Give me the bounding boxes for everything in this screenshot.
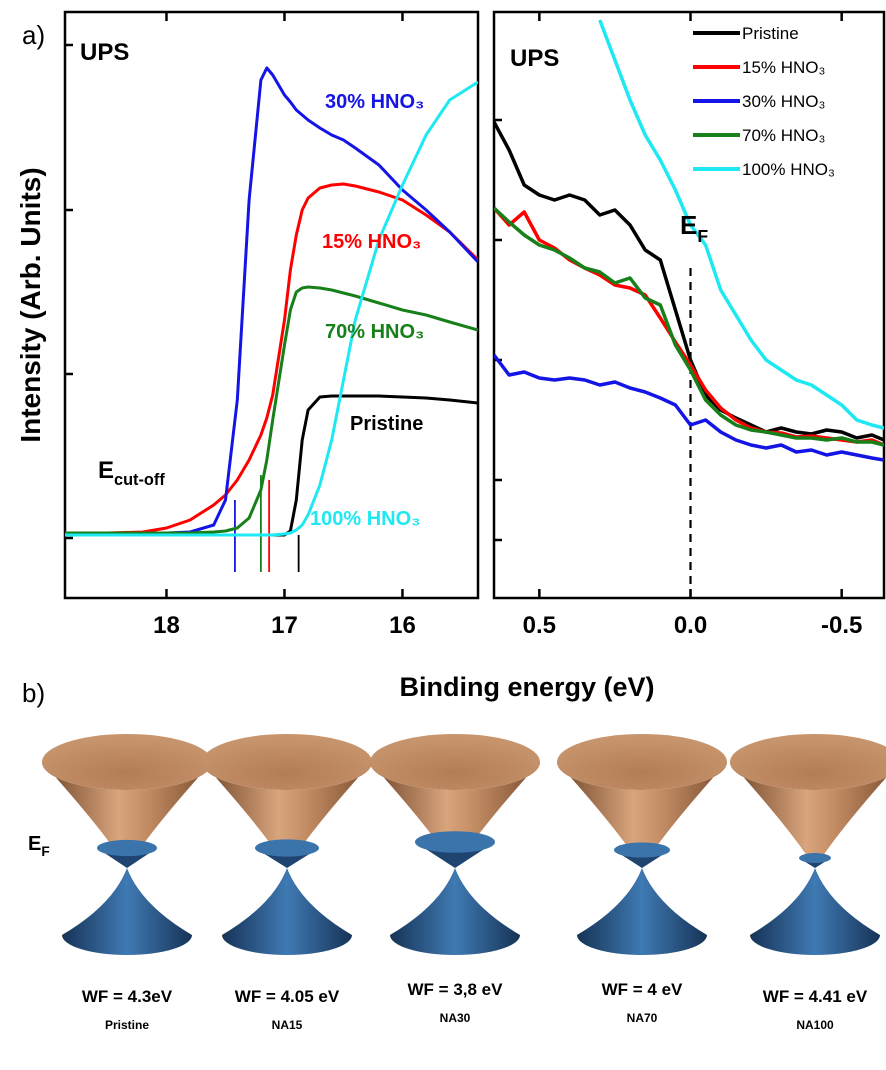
legend-label: Pristine (742, 24, 799, 43)
cone-rim (370, 734, 540, 790)
work-function: WF = 4.41 eV (763, 987, 868, 1006)
upper-cone (557, 762, 727, 868)
legend-label: 100% HNO₃ (742, 160, 835, 179)
annotation-main: 100% HNO₃ (310, 508, 420, 530)
work-function: WF = 3,8 eV (408, 980, 504, 999)
lower-cone (750, 868, 880, 955)
annotation-main: 70% HNO₃ (325, 321, 424, 343)
legend-label: 30% HNO₃ (742, 92, 825, 111)
x-tick-label: 16 (389, 612, 416, 639)
work-function: WF = 4 eV (602, 980, 683, 999)
fermi-disk (799, 853, 831, 863)
panel-label: a) (22, 20, 45, 50)
annotation-sub: cut-off (114, 471, 165, 489)
annotation-main: E (98, 457, 114, 484)
annotation-main: 30% HNO₃ (325, 91, 424, 113)
data-line (65, 182, 478, 535)
work-function: WF = 4.3eV (82, 987, 173, 1006)
sample-name: Pristine (105, 1018, 149, 1032)
upper-cone (370, 762, 540, 868)
x-tick-label: 18 (153, 612, 180, 639)
sample-name: NA30 (440, 1011, 471, 1025)
panel-label: b) (22, 678, 45, 708)
lower-cone (577, 868, 707, 955)
cone-rim (42, 734, 212, 790)
annotation-main: Pristine (350, 413, 423, 435)
data-line (598, 19, 884, 430)
lower-cone (62, 868, 192, 955)
annotation-main: UPS (510, 45, 559, 72)
upper-cone (202, 762, 372, 868)
fermi-disk (614, 842, 670, 858)
data-line (65, 285, 478, 535)
fermi-label-main: E (28, 833, 41, 855)
x-axis-label: Binding energy (eV) (399, 672, 654, 702)
lower-cone (222, 868, 352, 955)
plot-frame (63, 10, 480, 600)
fermi-label: EF (28, 833, 50, 859)
annotation: Pristine (350, 413, 423, 435)
annotation: 100% HNO₃ (310, 508, 420, 530)
cone-rim (730, 734, 886, 790)
data-line (65, 80, 478, 537)
annotation: UPS (80, 39, 129, 66)
annotation: Ecut-off (98, 457, 165, 489)
annotation: 30% HNO₃ (325, 91, 424, 113)
data-line (494, 206, 884, 447)
fermi-disk (255, 839, 319, 857)
data-line (494, 121, 884, 442)
fermi-disk (415, 831, 495, 853)
annotation-sub: F (697, 226, 708, 246)
fermi-disk (97, 839, 157, 857)
sample-name: NA70 (627, 1011, 658, 1025)
annotation: EF (680, 210, 708, 246)
data-line (494, 353, 884, 462)
fermi-label-sub: F (41, 844, 49, 859)
annotation-main: 15% HNO₃ (322, 231, 421, 253)
x-tick-label: 0.5 (523, 612, 556, 639)
data-line (494, 206, 884, 447)
y-axis-label: Intensity (Arb. Units) (15, 167, 46, 442)
x-tick-label: 0.0 (674, 612, 707, 639)
annotation: 15% HNO₃ (322, 231, 421, 253)
legend-label: 70% HNO₃ (742, 126, 825, 145)
sample-name: NA100 (796, 1018, 834, 1032)
cone-rim (202, 734, 372, 790)
plot-frame (492, 10, 886, 600)
annotation: UPS (510, 45, 559, 72)
upper-cone (730, 762, 886, 868)
x-tick-label: 17 (271, 612, 298, 639)
lower-cone (390, 868, 520, 955)
annotation: 70% HNO₃ (325, 321, 424, 343)
annotation-main: E (680, 210, 697, 240)
legend-label: 15% HNO₃ (742, 58, 825, 77)
annotation-main: UPS (80, 39, 129, 66)
work-function: WF = 4.05 eV (235, 987, 340, 1006)
x-tick-label: -0.5 (821, 612, 862, 639)
cone-rim (557, 734, 727, 790)
sample-name: NA15 (272, 1018, 303, 1032)
upper-cone (42, 762, 212, 868)
data-line (65, 66, 478, 535)
